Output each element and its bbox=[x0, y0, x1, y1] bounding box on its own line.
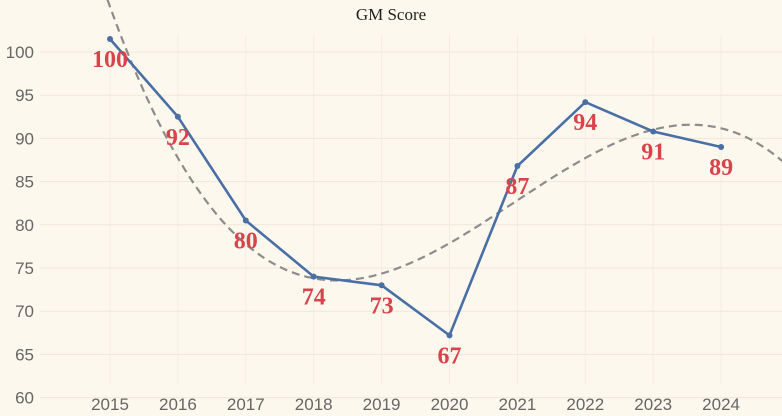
x-axis: 2015 2016 2017 2018 2019 2020 2021 2022 2023 2024 bbox=[91, 395, 740, 414]
trendline bbox=[106, 0, 782, 282]
data-point bbox=[514, 163, 521, 170]
data-label: 100 bbox=[92, 47, 128, 73]
y-tick-label: 65 bbox=[15, 345, 34, 364]
x-tick-label: 2018 bbox=[295, 395, 333, 414]
y-tick-label: 90 bbox=[15, 129, 34, 148]
y-tick-label: 85 bbox=[15, 173, 34, 192]
series-line bbox=[109, 38, 722, 338]
x-tick-label: 2021 bbox=[498, 395, 536, 414]
data-labels: 100 92 80 74 73 67 87 94 91 89 bbox=[92, 47, 733, 369]
data-label: 67 bbox=[438, 343, 462, 369]
chart-title: GM Score bbox=[356, 5, 426, 24]
y-tick-label: 95 bbox=[15, 86, 34, 105]
data-point bbox=[718, 144, 725, 151]
y-tick-label: 75 bbox=[15, 259, 34, 278]
data-point bbox=[174, 113, 181, 120]
data-label: 94 bbox=[573, 110, 597, 136]
y-tick-label: 100 bbox=[6, 43, 34, 62]
y-tick-label: 80 bbox=[15, 216, 34, 235]
x-tick-label: 2024 bbox=[702, 395, 740, 414]
data-points bbox=[107, 36, 725, 339]
data-point bbox=[378, 282, 385, 289]
y-tick-label: 60 bbox=[15, 389, 34, 408]
x-tick-label: 2015 bbox=[91, 395, 129, 414]
data-label: 73 bbox=[370, 293, 394, 319]
x-tick-label: 2017 bbox=[227, 395, 265, 414]
data-point bbox=[446, 332, 453, 339]
data-point bbox=[582, 99, 589, 106]
data-label: 91 bbox=[641, 139, 665, 165]
x-tick-label: 2016 bbox=[159, 395, 197, 414]
data-point bbox=[242, 217, 249, 224]
y-tick-label: 70 bbox=[15, 302, 34, 321]
data-point bbox=[650, 128, 657, 135]
x-tick-label: 2020 bbox=[431, 395, 469, 414]
x-tick-label: 2019 bbox=[363, 395, 401, 414]
data-label: 89 bbox=[709, 155, 733, 181]
y-axis: 60 65 70 75 80 85 90 95 100 bbox=[6, 43, 34, 408]
data-label: 74 bbox=[302, 285, 326, 311]
data-label: 92 bbox=[166, 125, 190, 151]
data-label: 80 bbox=[234, 228, 258, 254]
x-tick-label: 2023 bbox=[634, 395, 672, 414]
data-label: 87 bbox=[505, 174, 529, 200]
data-point bbox=[310, 273, 317, 280]
x-tick-label: 2022 bbox=[566, 395, 604, 414]
grid bbox=[40, 35, 782, 399]
data-point bbox=[107, 36, 113, 43]
